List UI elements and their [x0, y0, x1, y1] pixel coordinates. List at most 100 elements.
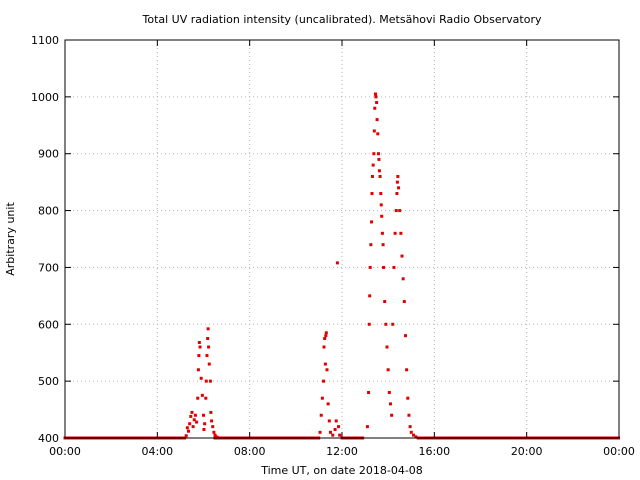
- data-point: [320, 396, 324, 400]
- data-point: [380, 214, 384, 218]
- data-point: [407, 413, 411, 417]
- data-point: [203, 422, 207, 426]
- data-point: [337, 425, 341, 429]
- x-axis-label: Time UT, on date 2018-04-08: [260, 464, 423, 477]
- data-point: [197, 354, 201, 358]
- data-point: [383, 300, 387, 304]
- data-point: [213, 433, 217, 437]
- data-point: [367, 322, 371, 326]
- data-point: [379, 192, 383, 196]
- data-point: [402, 300, 406, 304]
- data-point: [335, 261, 339, 265]
- data-point: [396, 174, 400, 178]
- x-tick-label: 08:00: [234, 445, 266, 458]
- data-point: [375, 101, 379, 105]
- data-point: [376, 132, 380, 136]
- data-point: [331, 433, 335, 437]
- data-point: [405, 368, 409, 372]
- data-point: [403, 334, 407, 338]
- data-point: [381, 243, 385, 247]
- data-point: [380, 231, 384, 235]
- data-point: [191, 425, 195, 429]
- x-tick-label: 00:00: [49, 445, 81, 458]
- y-tick-label: 400: [38, 432, 59, 445]
- data-point: [207, 362, 211, 366]
- data-point: [206, 337, 210, 340]
- data-point: [328, 430, 332, 434]
- data-point: [212, 430, 216, 434]
- chart-title: Total UV radiation intensity (uncalibrat…: [142, 13, 542, 26]
- data-point: [322, 345, 326, 349]
- data-point: [324, 331, 328, 335]
- data-point: [376, 152, 380, 156]
- data-point: [215, 435, 219, 439]
- data-point: [334, 419, 338, 423]
- data-point: [384, 322, 388, 326]
- data-point: [377, 157, 381, 161]
- y-tick-label: 1100: [31, 34, 59, 47]
- y-tick-label: 500: [38, 375, 59, 388]
- x-tick-label: 00:00: [603, 445, 635, 458]
- data-point: [192, 418, 196, 422]
- data-point: [197, 340, 201, 344]
- data-point: [391, 322, 395, 326]
- data-point: [414, 435, 418, 439]
- data-point: [193, 413, 197, 417]
- data-point: [327, 419, 331, 423]
- data-point: [318, 430, 322, 434]
- data-point: [395, 180, 399, 184]
- data-point: [373, 106, 377, 110]
- data-point: [324, 334, 328, 338]
- data-point: [385, 345, 389, 349]
- y-axis-label: Arbitrary unit: [4, 202, 17, 276]
- data-point: [368, 265, 372, 269]
- data-point: [365, 425, 369, 429]
- data-point: [377, 169, 381, 173]
- data-point: [374, 95, 378, 99]
- data-point: [390, 413, 394, 417]
- data-point: [204, 396, 208, 400]
- data-point: [338, 433, 342, 437]
- data-point: [369, 243, 373, 247]
- data-point: [382, 265, 386, 269]
- data-point: [189, 414, 193, 418]
- x-tick-label: 04:00: [141, 445, 173, 458]
- data-point: [199, 376, 203, 380]
- axis-ticks: 400 500 600 700 800 900 1000 1100 00:00 04:00 08:0…: [31, 34, 635, 458]
- data-point: [188, 422, 192, 426]
- data-point: [210, 419, 214, 423]
- data-point: [398, 209, 402, 213]
- data-point: [406, 396, 410, 400]
- data-point: [392, 265, 396, 269]
- data-point: [400, 254, 404, 258]
- data-point: [387, 391, 391, 395]
- data-point: [186, 429, 190, 433]
- data-point: [211, 425, 215, 429]
- data-point: [322, 379, 326, 383]
- data-point: [208, 379, 212, 383]
- data-point: [397, 186, 401, 190]
- x-tick-label: 16:00: [418, 445, 450, 458]
- data-point: [185, 426, 189, 430]
- data-point: [375, 118, 379, 122]
- y-tick-label: 1000: [31, 91, 59, 104]
- data-point: [195, 420, 199, 424]
- data-point: [205, 354, 209, 358]
- data-point: [190, 410, 194, 414]
- data-point: [184, 434, 188, 438]
- data-point: [204, 379, 208, 383]
- data-point: [368, 294, 372, 298]
- data-point: [394, 209, 398, 213]
- grid: [65, 40, 619, 438]
- data-point: [326, 402, 330, 406]
- y-tick-label: 700: [38, 261, 59, 274]
- data-point: [323, 337, 327, 340]
- data-point: [388, 402, 392, 406]
- data-point: [393, 231, 397, 235]
- data-point: [395, 192, 399, 196]
- data-point: [333, 427, 337, 431]
- data-point: [200, 393, 204, 397]
- data-point: [373, 92, 377, 96]
- data-point: [325, 368, 329, 372]
